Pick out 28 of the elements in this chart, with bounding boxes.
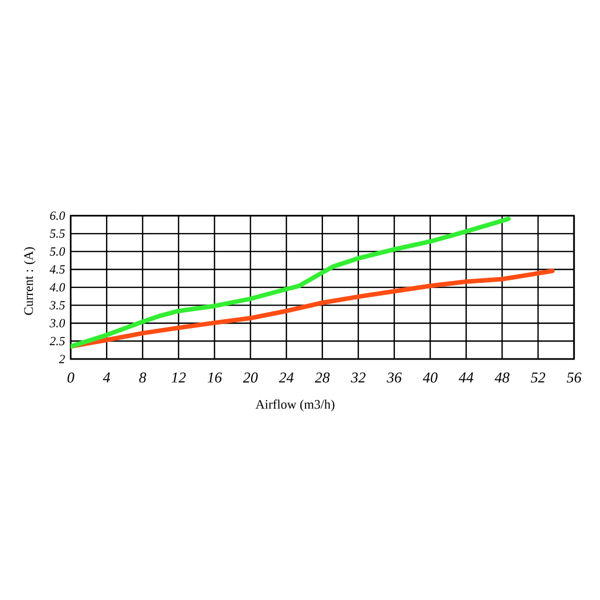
y-tick-label: 5.0 (50, 247, 66, 256)
x-tick-label: 24 (278, 372, 294, 382)
x-tick-label: 4 (102, 372, 110, 382)
y-tick-label: 4.0 (50, 283, 66, 292)
x-tick-label: 52 (530, 372, 546, 383)
x-axis-title: Airflow (m3/h) (256, 400, 334, 412)
y-tick-label: 2.5 (50, 336, 65, 346)
line-series (70, 268, 555, 349)
x-tick-label: 16 (208, 372, 222, 383)
x-tick-label: 40 (422, 372, 438, 383)
y-tick-label: 5.5 (50, 229, 65, 238)
y-axis-title: Current : (A) (24, 247, 36, 315)
x-tick-label: 20 (242, 372, 258, 383)
x-tick-label: 28 (314, 372, 330, 383)
y-tick-label: 3.5 (50, 301, 65, 310)
x-tick-label: 36 (386, 372, 402, 383)
x-tick-label: 56 (566, 372, 582, 383)
x-tick-label: 44 (458, 372, 474, 382)
x-tick-label: 12 (172, 372, 186, 382)
x-tick-label: 8 (139, 372, 146, 383)
y-tick-label: 6.0 (50, 211, 66, 220)
y-tick-label: 3.0 (50, 318, 66, 328)
line-series (70, 216, 511, 349)
x-tick-label: 48 (494, 372, 510, 383)
y-tick-label: 4.5 (50, 265, 65, 274)
x-tick-label: 0 (68, 372, 74, 383)
x-tick-label: 32 (350, 372, 366, 383)
y-tick-label: 2 (58, 354, 65, 364)
